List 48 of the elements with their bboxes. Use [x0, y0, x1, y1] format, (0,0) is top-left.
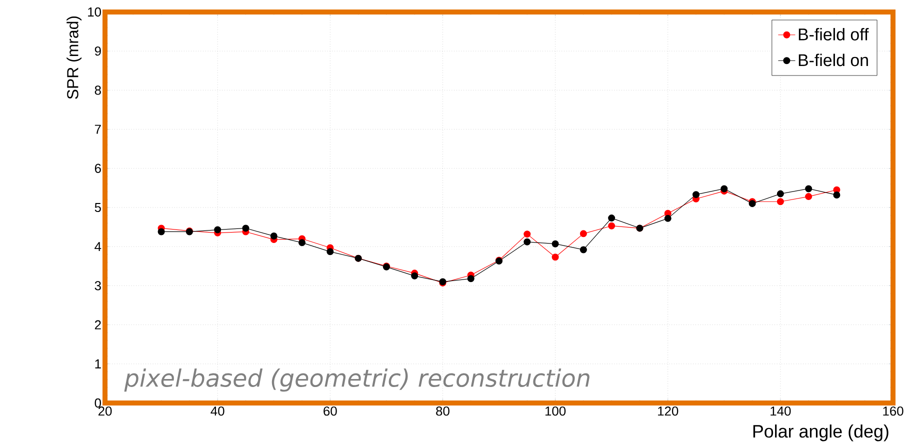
legend-label: B-field on [798, 54, 868, 66]
point [833, 191, 840, 198]
x-tick-label: 80 [436, 406, 450, 416]
point [580, 230, 587, 238]
point [776, 198, 784, 206]
y-tick-label: 9 [94, 46, 101, 56]
point [158, 228, 165, 236]
point [552, 254, 559, 261]
point [411, 272, 418, 280]
point [805, 185, 812, 192]
x-axis-title: Polar angle (deg) [753, 424, 888, 442]
y-axis-title: SPR (mrad) [66, 16, 82, 99]
y-tick-label: 3 [94, 281, 101, 290]
point [298, 239, 306, 246]
annotation: pixel-based (geometric) reconstruction [124, 368, 590, 392]
x-tick-label: 40 [210, 406, 224, 416]
point [552, 240, 559, 248]
point [326, 248, 334, 256]
point [270, 232, 278, 240]
x-tick-label: 140 [770, 406, 791, 416]
y-tick-label: 0 [94, 398, 101, 408]
point [608, 222, 616, 230]
x-tick-label: 120 [658, 406, 678, 416]
y-tick-label: 5 [94, 202, 101, 212]
y-tick-label: 4 [94, 242, 102, 252]
point [776, 190, 784, 198]
y-tick-label: 1 [95, 359, 101, 368]
x-tick-label: 160 [883, 406, 904, 416]
point [692, 191, 700, 198]
point [664, 214, 672, 222]
y-tick-label: 7 [94, 124, 101, 134]
x-tick-label: 100 [545, 406, 566, 416]
point [524, 238, 531, 246]
x-tick-label: 20 [98, 406, 112, 416]
y-tick-label: 10 [88, 7, 101, 17]
point [805, 193, 812, 200]
y-tick-label: 8 [94, 86, 101, 95]
point [242, 224, 250, 232]
y-tick-label: 6 [94, 164, 101, 173]
point [720, 185, 728, 192]
point [608, 214, 616, 222]
point [467, 275, 474, 282]
point [580, 246, 587, 254]
point [214, 226, 222, 234]
legend-label: B-field off [798, 28, 869, 40]
x-tick-label: 60 [324, 406, 337, 416]
point [524, 230, 531, 238]
y-tick-label: 2 [94, 320, 101, 330]
